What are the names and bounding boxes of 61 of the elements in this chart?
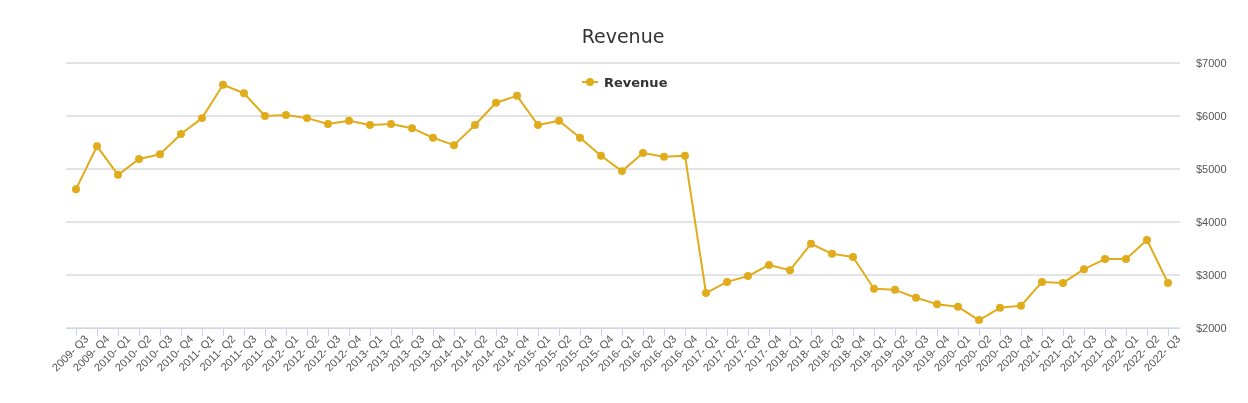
point [261,112,269,120]
point [933,300,941,309]
y-tick-label: $6000 [1196,110,1227,123]
point [786,266,794,275]
point [975,316,983,325]
point [1080,265,1088,274]
chart-title: Revenue [581,25,665,47]
point [954,302,962,311]
point [618,167,626,176]
point [639,149,647,158]
point [366,121,374,129]
point [219,80,227,89]
point [72,185,80,194]
point [849,253,857,261]
point [996,303,1004,312]
point [828,249,836,258]
point [1164,278,1172,287]
point [870,284,878,293]
point [534,121,542,129]
y-tick-label: $3000 [1196,269,1227,282]
point [1143,236,1151,244]
point [576,133,584,142]
point [1038,277,1046,286]
point [723,277,731,286]
point [387,119,395,128]
legend-label: Revenue [604,74,668,90]
point [240,89,248,98]
point [597,151,605,160]
point [681,151,689,160]
point [1017,301,1025,310]
point [135,154,143,163]
point [1122,255,1130,264]
point [891,285,899,294]
point [744,272,752,281]
y-tick-label: $5000 [1196,163,1227,176]
point [702,289,710,297]
point [513,91,521,100]
point [93,142,101,151]
point [471,121,479,129]
point [303,114,311,123]
point [198,114,206,123]
point [1059,278,1067,287]
point [177,130,185,138]
point [282,110,290,119]
point [555,116,563,125]
point [660,152,668,161]
point [492,98,500,107]
point [156,150,164,159]
point [429,133,437,142]
point [765,260,773,269]
point [912,293,920,302]
point [807,239,815,248]
point [324,119,332,128]
point [1101,255,1109,264]
point [450,141,458,150]
point [345,116,353,125]
y-tick-label: $2000 [1196,322,1227,335]
point [114,170,122,179]
y-tick-label: $4000 [1196,216,1227,229]
y-tick-label: $7000 [1196,57,1227,70]
point [408,124,416,133]
